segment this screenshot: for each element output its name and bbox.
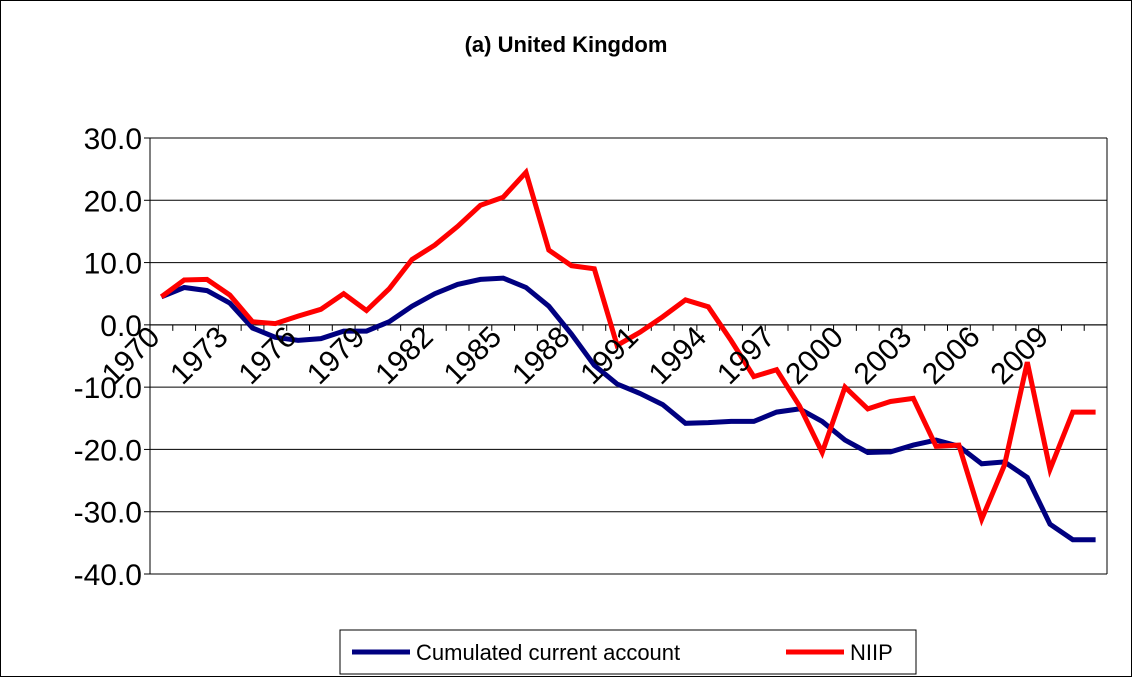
- y-tick-label: -30.0: [74, 497, 142, 530]
- y-tick-label: 20.0: [84, 185, 142, 218]
- x-tick-label: 1997: [711, 320, 782, 391]
- x-tick-label: 2003: [848, 320, 919, 391]
- series-line-cumulated-current-account: [160, 275, 1096, 543]
- y-tick-label: -20.0: [74, 434, 142, 467]
- y-tick-label: 0.0: [100, 310, 142, 343]
- y-tick-label: -10.0: [74, 372, 142, 405]
- series-line-niip: [159, 167, 1096, 527]
- x-tick-label: 1976: [233, 320, 304, 391]
- y-axis-tick-labels: 30.0 20.0 10.0 0.0 -10.0 -20.0 -30.0 -40.0: [74, 123, 142, 592]
- x-tick-label: 2009: [984, 320, 1055, 391]
- x-tick-label: 1985: [438, 320, 509, 391]
- axes: [144, 137, 1108, 575]
- chart-title: (a) United Kingdom: [465, 32, 668, 57]
- series-lines: [159, 167, 1096, 543]
- x-tick-label: 1982: [369, 320, 440, 391]
- x-tick-label: 2006: [916, 320, 987, 391]
- x-tick-label: 1994: [643, 320, 714, 391]
- x-tick-label: 1973: [164, 320, 235, 391]
- y-tick-label: 30.0: [84, 123, 142, 156]
- legend-label-niip: NIIP: [850, 640, 893, 665]
- y-tick-label: -40.0: [74, 559, 142, 592]
- legend: Cumulated current account NIIP: [339, 629, 917, 675]
- x-tick-label: 2000: [779, 320, 850, 391]
- y-tick-label: 10.0: [84, 248, 142, 281]
- x-axis-tick-labels: 1970197319761979198219851988199119941997…: [96, 320, 1055, 391]
- legend-label-cumulated-current-account: Cumulated current account: [416, 640, 680, 665]
